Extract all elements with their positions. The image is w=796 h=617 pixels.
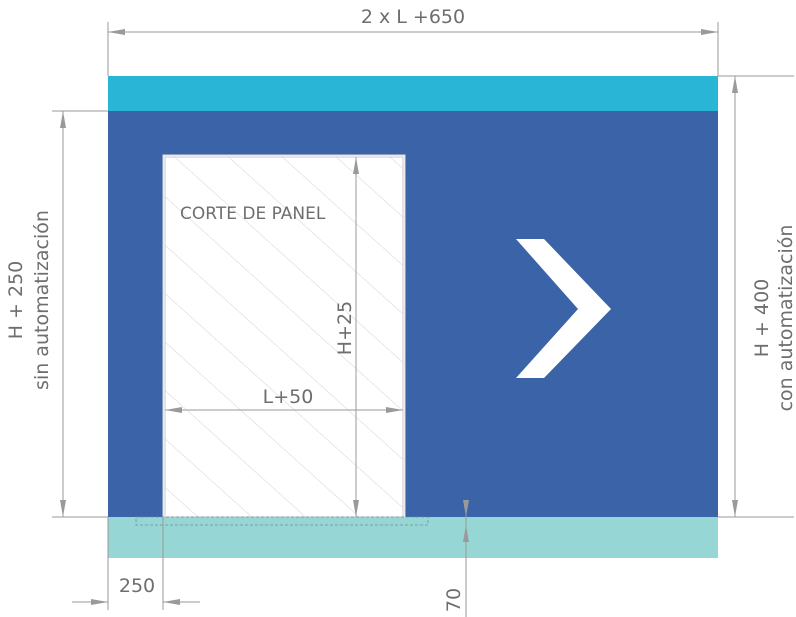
dim-panel-height-label: H+25 [334,301,356,355]
dim-offset-left-label: 250 [119,575,155,597]
dim-right-height-note: con automatización [775,225,796,412]
dim-offset-left [72,517,200,610]
dim-left-height-note: sin automatización [31,210,53,390]
dim-left-height-label: H + 250 [5,261,27,340]
floor-slot [135,516,429,526]
floor-band [108,517,718,558]
dim-panel-height [353,157,359,517]
dim-panel-width [165,407,403,413]
dim-total-width-label: 2 x L +650 [361,6,465,28]
dim-right-height [718,75,794,518]
dim-total-width [107,22,719,76]
panel-label: CORTE DE PANEL [180,204,326,224]
top-band [108,76,718,111]
dim-floor-depth [463,500,469,617]
dim-panel-width-label: L+50 [263,386,314,408]
dim-left-height [52,110,108,518]
dim-floor-depth-label: 70 [443,588,465,612]
panel-cutout [162,154,406,518]
dim-right-height-label: H + 400 [751,279,773,358]
chevron-right-icon [516,239,611,378]
